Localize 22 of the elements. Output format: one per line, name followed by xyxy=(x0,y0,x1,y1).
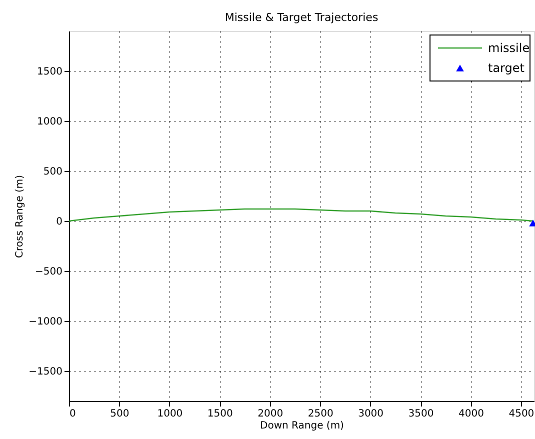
x-tick-label: 0 xyxy=(70,408,76,420)
y-tick-label: 1500 xyxy=(37,66,62,78)
y-tick-label: 1000 xyxy=(37,116,62,128)
chart-title: Missile & Target Trajectories xyxy=(224,11,378,24)
x-tick-label: 4500 xyxy=(508,408,534,420)
x-tick-label: 3000 xyxy=(358,408,384,420)
y-tick-label: 0 xyxy=(56,216,62,228)
x-tick-label: 1000 xyxy=(157,408,183,420)
x-axis-title: Down Range (m) xyxy=(260,420,344,432)
legend-label: target xyxy=(488,61,525,75)
x-tick-label: 1500 xyxy=(207,408,233,420)
x-tick-label: 2000 xyxy=(258,408,284,420)
legend-label: missile xyxy=(488,41,530,55)
y-tick-label: 500 xyxy=(43,166,62,178)
x-tick-label: 2500 xyxy=(308,408,334,420)
x-tick-label: 500 xyxy=(110,408,130,420)
y-tick-label: −1000 xyxy=(28,316,62,328)
x-tick-label: 4000 xyxy=(458,408,484,420)
x-tick-label: 3500 xyxy=(408,408,434,420)
y-axis-title: Cross Range (m) xyxy=(14,174,26,258)
y-tick-label: −500 xyxy=(35,266,62,278)
y-tick-label: −1500 xyxy=(28,366,62,378)
